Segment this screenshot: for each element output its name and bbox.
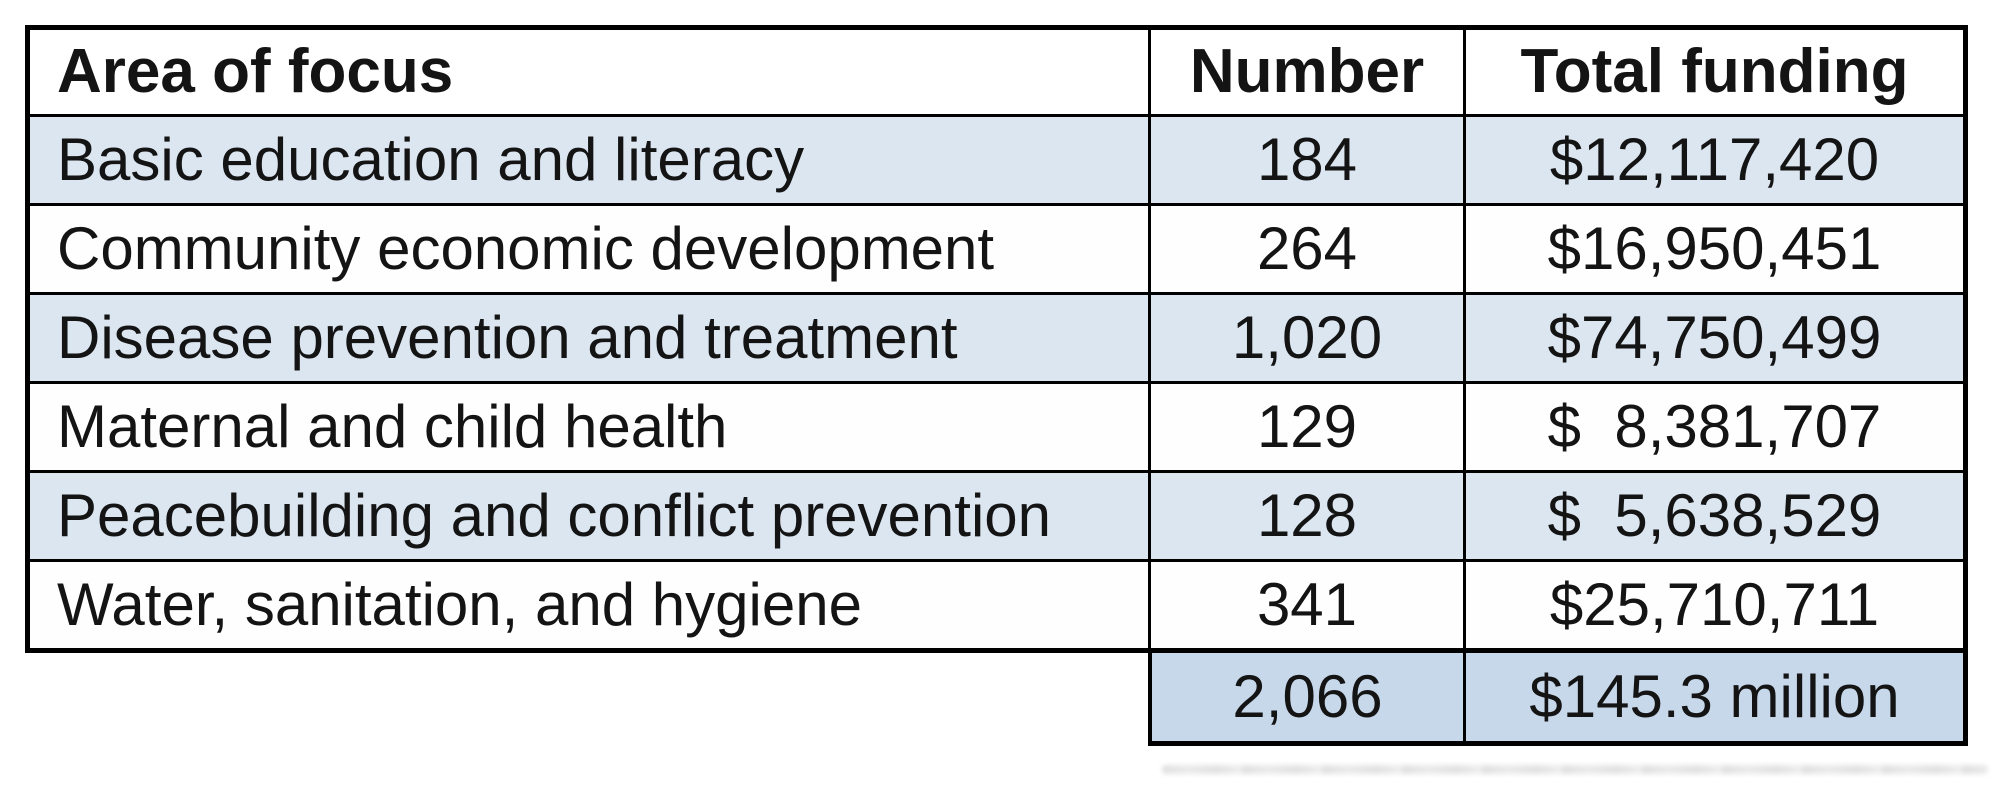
cell-number-water-sanitation: 341: [1151, 562, 1463, 648]
totals-row: 2,066 $145.3 million: [1148, 653, 1968, 746]
cell-area-maternal-child: Maternal and child health: [30, 384, 1148, 470]
cell-number-community-economic: 264: [1151, 206, 1463, 292]
cell-funding-community-economic: $16,950,451: [1466, 206, 1963, 292]
cell-number-basic-education: 184: [1151, 117, 1463, 203]
cell-total-number: 2,066: [1152, 653, 1463, 741]
cell-area-water-sanitation: Water, sanitation, and hygiene: [30, 562, 1148, 648]
cell-funding-basic-education: $12,117,420: [1466, 117, 1963, 203]
cell-funding-disease-prevention: $74,750,499: [1466, 295, 1963, 381]
cell-funding-peacebuilding: $ 5,638,529: [1466, 473, 1963, 559]
cell-number-disease-prevention: 1,020: [1151, 295, 1463, 381]
header-cell-number: Number: [1151, 30, 1463, 114]
cell-area-community-economic: Community economic development: [30, 206, 1148, 292]
cell-area-disease-prevention: Disease prevention and treatment: [30, 295, 1148, 381]
funding-table: Area of focus Number Total funding Basic…: [25, 25, 1968, 653]
header-cell-area-of-focus: Area of focus: [30, 30, 1148, 114]
cell-funding-maternal-child: $ 8,381,707: [1466, 384, 1963, 470]
scan-shadow-artifact: [1162, 765, 1988, 774]
cell-area-basic-education: Basic education and literacy: [30, 117, 1148, 203]
cell-number-peacebuilding: 128: [1151, 473, 1463, 559]
cell-area-peacebuilding: Peacebuilding and conflict prevention: [30, 473, 1148, 559]
header-cell-total-funding: Total funding: [1466, 30, 1963, 114]
cell-number-maternal-child: 129: [1151, 384, 1463, 470]
cell-total-funding: $145.3 million: [1466, 653, 1963, 741]
cell-funding-water-sanitation: $25,710,711: [1466, 562, 1963, 648]
